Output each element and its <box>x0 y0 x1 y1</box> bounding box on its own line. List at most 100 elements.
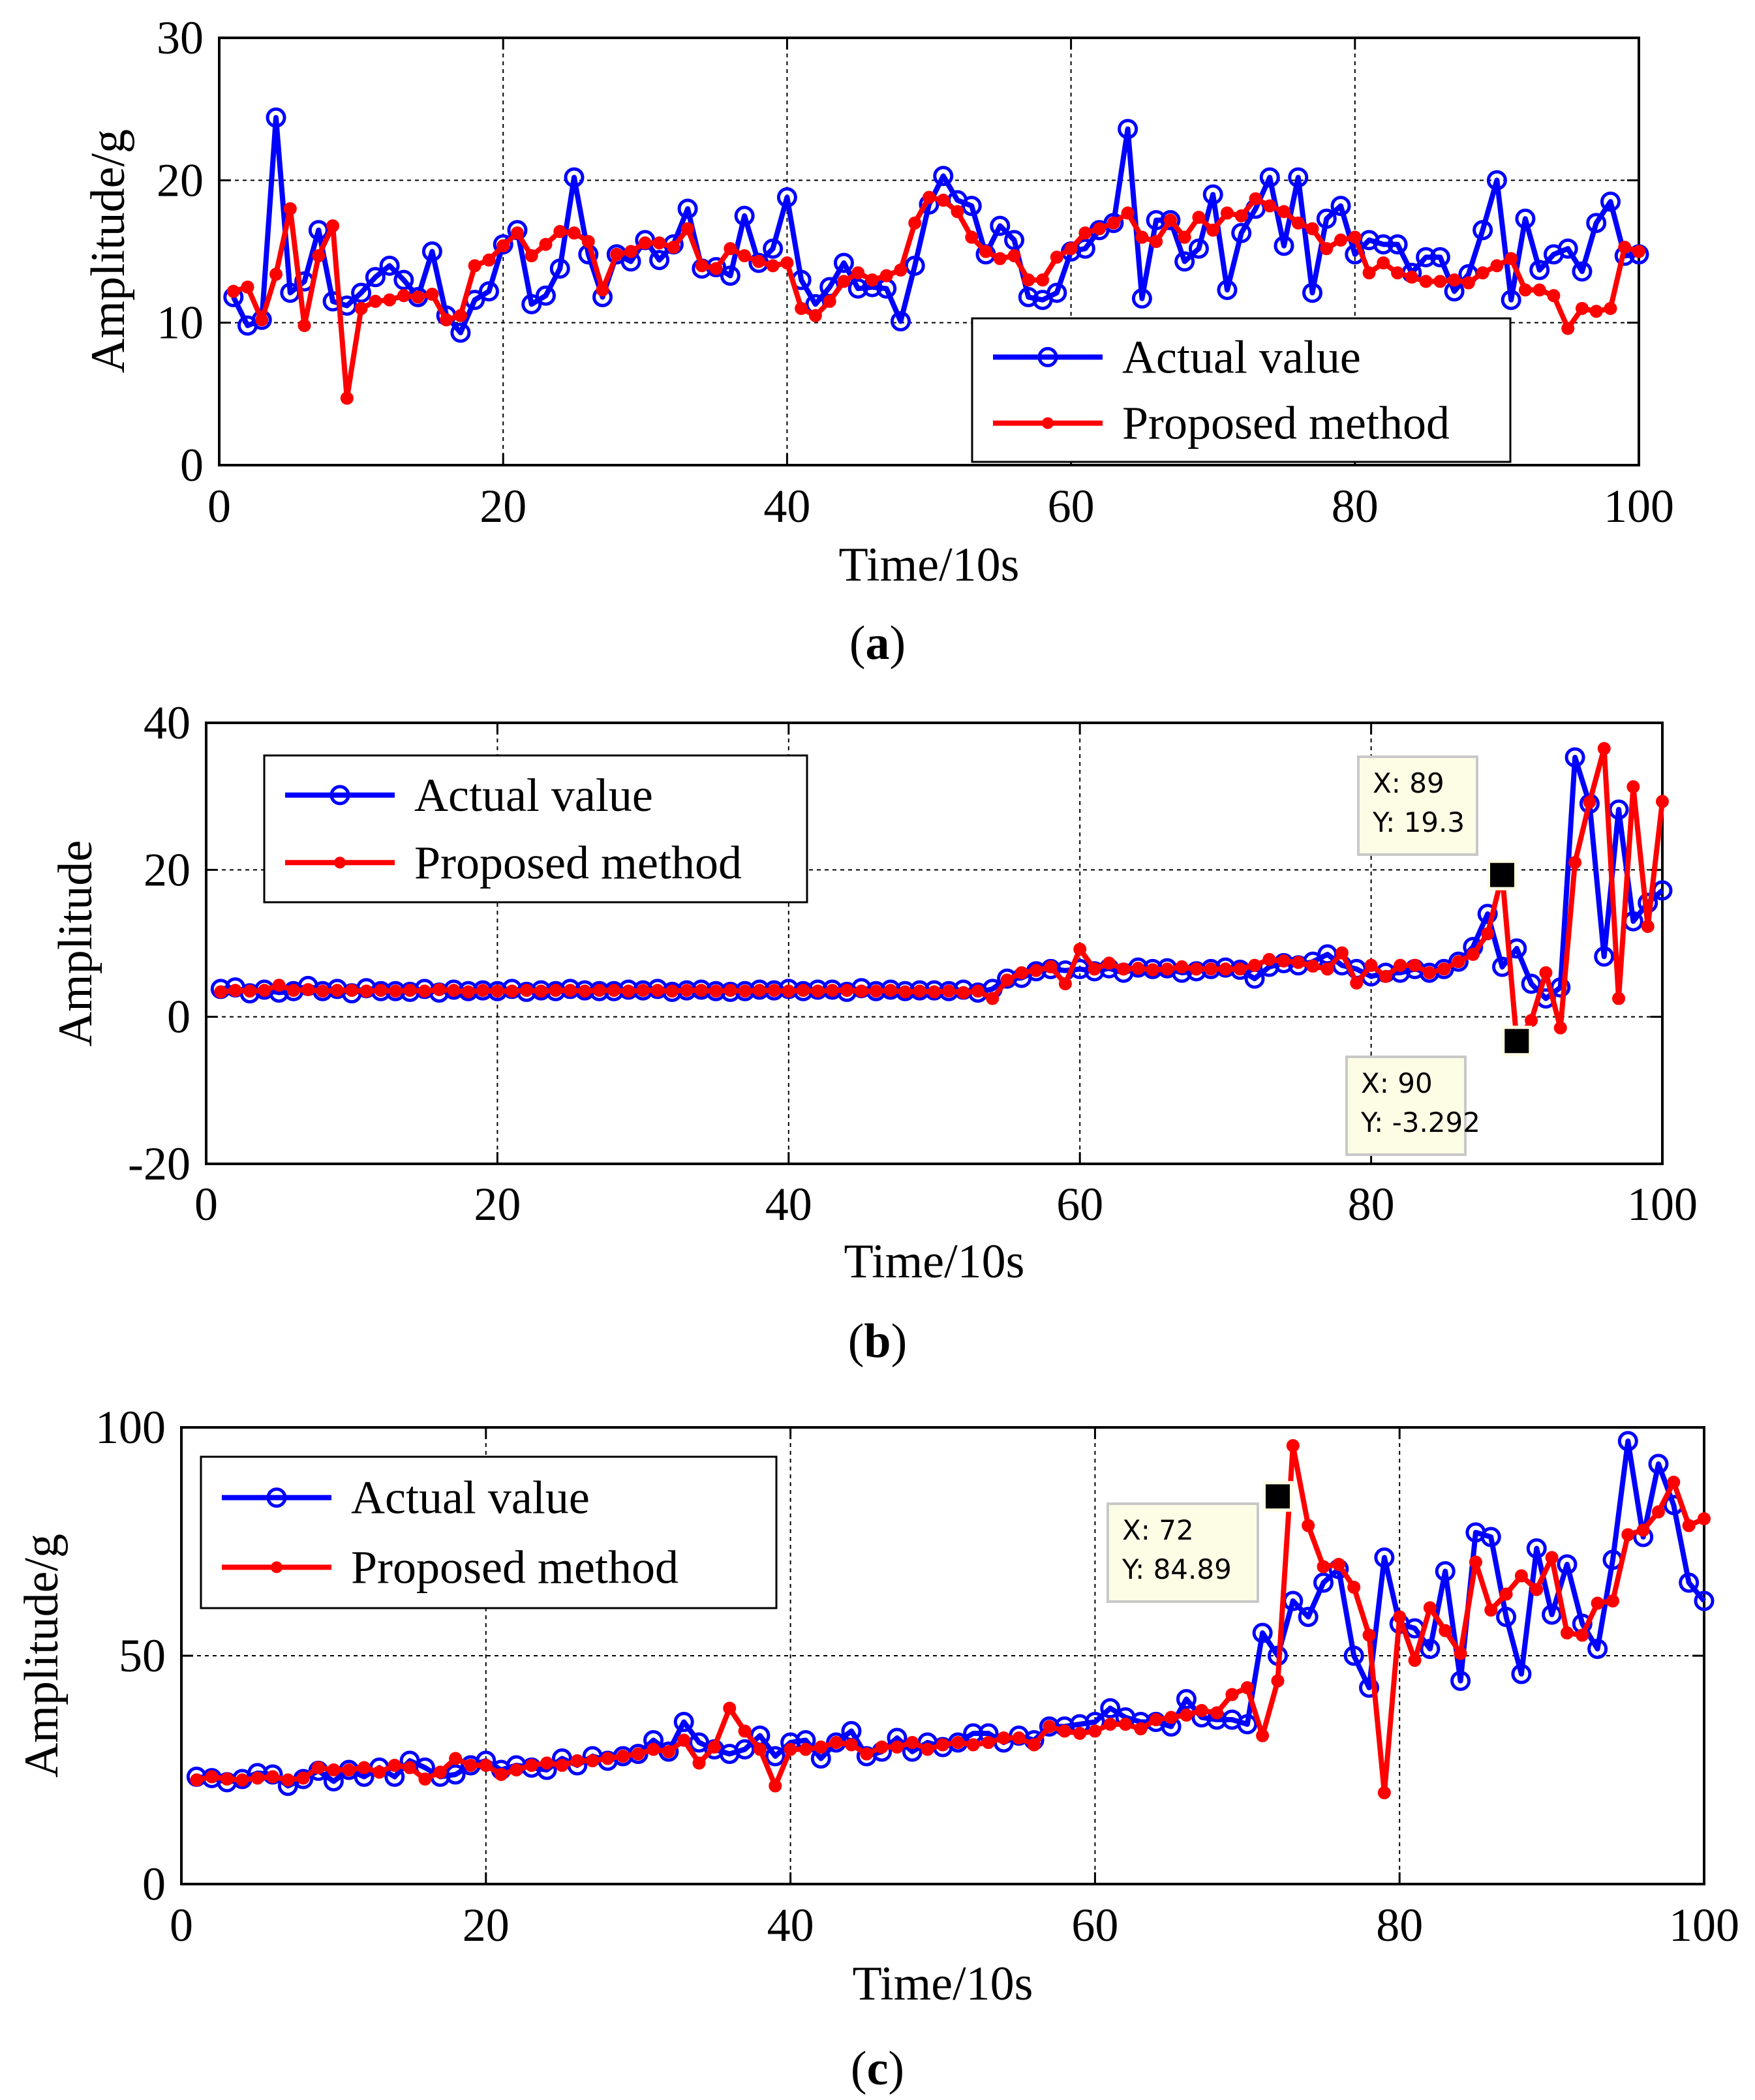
proposed-point <box>1589 305 1603 318</box>
proposed-point <box>1499 1587 1513 1601</box>
proposed-point <box>1210 1706 1224 1720</box>
proposed-point <box>255 313 269 327</box>
proposed-point <box>956 986 970 999</box>
proposed-point <box>997 1731 1011 1744</box>
proposed-point <box>979 245 993 258</box>
actual-point <box>1587 1639 1608 1659</box>
proposed-point <box>1448 273 1461 287</box>
proposed-point <box>1015 966 1028 980</box>
legend-marker <box>1037 346 1058 367</box>
actual-point <box>1359 1677 1380 1698</box>
x-tick-label: 60 <box>1071 1899 1118 1951</box>
proposed-point <box>1466 947 1480 961</box>
proposed-point <box>1206 223 1220 237</box>
proposed-point <box>1088 1724 1102 1738</box>
actual-point <box>1302 282 1323 303</box>
proposed-point <box>797 984 810 997</box>
proposed-point <box>799 1742 812 1756</box>
proposed-point <box>632 1747 645 1761</box>
proposed-point <box>1433 275 1447 288</box>
actual-point <box>649 250 670 271</box>
x-tick-label: 100 <box>1604 480 1674 532</box>
proposed-point <box>942 984 956 998</box>
legend-label: Actual value <box>351 1472 590 1524</box>
proposed-point <box>982 1736 996 1749</box>
proposed-point <box>875 1741 889 1754</box>
y-tick-label: 0 <box>142 1858 166 1910</box>
proposed-point <box>1022 273 1035 287</box>
proposed-point <box>586 1754 600 1767</box>
proposed-point <box>581 235 595 249</box>
proposed-point <box>837 275 851 288</box>
x-tick-label: 20 <box>463 1899 510 1951</box>
proposed-point <box>354 301 368 315</box>
actual-point <box>1450 1671 1471 1691</box>
proposed-point <box>449 1752 463 1765</box>
proposed-point <box>525 1759 538 1772</box>
proposed-point <box>461 985 475 999</box>
proposed-point <box>389 984 403 998</box>
proposed-point <box>241 281 254 294</box>
actual-point <box>478 281 499 302</box>
actual-point <box>847 278 868 299</box>
actual-point <box>1600 191 1621 212</box>
actual-point <box>1217 279 1238 300</box>
actual-point <box>1572 261 1593 282</box>
proposed-point <box>1583 795 1596 809</box>
proposed-point <box>570 1754 584 1767</box>
proposed-point <box>1350 976 1364 990</box>
proposed-point <box>1192 211 1206 224</box>
proposed-point <box>1604 301 1617 315</box>
x-tick-label: 40 <box>767 1899 814 1951</box>
proposed-point <box>890 1741 904 1754</box>
actual-point <box>961 196 982 217</box>
actual-point <box>1176 1689 1197 1709</box>
proposed-point <box>1484 1604 1498 1617</box>
datatip-marker <box>1486 859 1518 890</box>
proposed-point <box>258 984 271 997</box>
y-axis-label-a: Amplitude/g <box>82 129 135 373</box>
panel-label-a: (a) <box>849 616 906 670</box>
proposed-point <box>1656 795 1669 808</box>
proposed-point <box>1476 266 1489 280</box>
proposed-point <box>1377 1786 1391 1799</box>
actual-point <box>1448 951 1469 972</box>
series-line-actual <box>231 115 1640 335</box>
proposed-point <box>1036 273 1050 287</box>
proposed-point <box>1393 1610 1407 1624</box>
y-axis-label-c: Amplitude/g <box>15 1534 69 1778</box>
proposed-point <box>312 249 326 263</box>
proposed-point <box>1135 230 1149 244</box>
datatip-x-text: X: 89 <box>1373 767 1444 799</box>
y-axis-label-b: Amplitude <box>49 840 102 1047</box>
datatip-marker <box>1262 1481 1293 1512</box>
x-tick-label: 80 <box>1348 1178 1395 1230</box>
proposed-point <box>1106 216 1120 230</box>
proposed-point <box>1682 1519 1696 1532</box>
proposed-point <box>251 1771 264 1785</box>
proposed-point <box>440 313 453 327</box>
proposed-point <box>1362 1628 1376 1642</box>
proposed-point <box>1667 1476 1681 1489</box>
proposed-point <box>447 984 461 997</box>
proposed-point <box>495 1768 508 1781</box>
actual-point <box>933 166 954 187</box>
proposed-point <box>665 984 679 998</box>
proposed-point <box>1320 962 1334 976</box>
proposed-point <box>753 1742 767 1756</box>
actual-point <box>1473 220 1493 241</box>
datatip-box <box>1345 1056 1467 1156</box>
y-tick-label: -20 <box>128 1138 191 1190</box>
proposed-point <box>1161 962 1174 976</box>
proposed-point <box>784 1742 797 1756</box>
proposed-point <box>525 249 538 263</box>
proposed-point <box>1408 958 1422 972</box>
x-tick-label: 60 <box>1056 1178 1103 1230</box>
series-line-proposed <box>232 194 1640 401</box>
proposed-point <box>1058 1724 1071 1738</box>
proposed-point <box>936 193 950 207</box>
proposed-point <box>1220 206 1234 220</box>
proposed-point <box>296 1771 310 1785</box>
proposed-point <box>553 224 567 238</box>
proposed-point <box>1591 1596 1604 1610</box>
